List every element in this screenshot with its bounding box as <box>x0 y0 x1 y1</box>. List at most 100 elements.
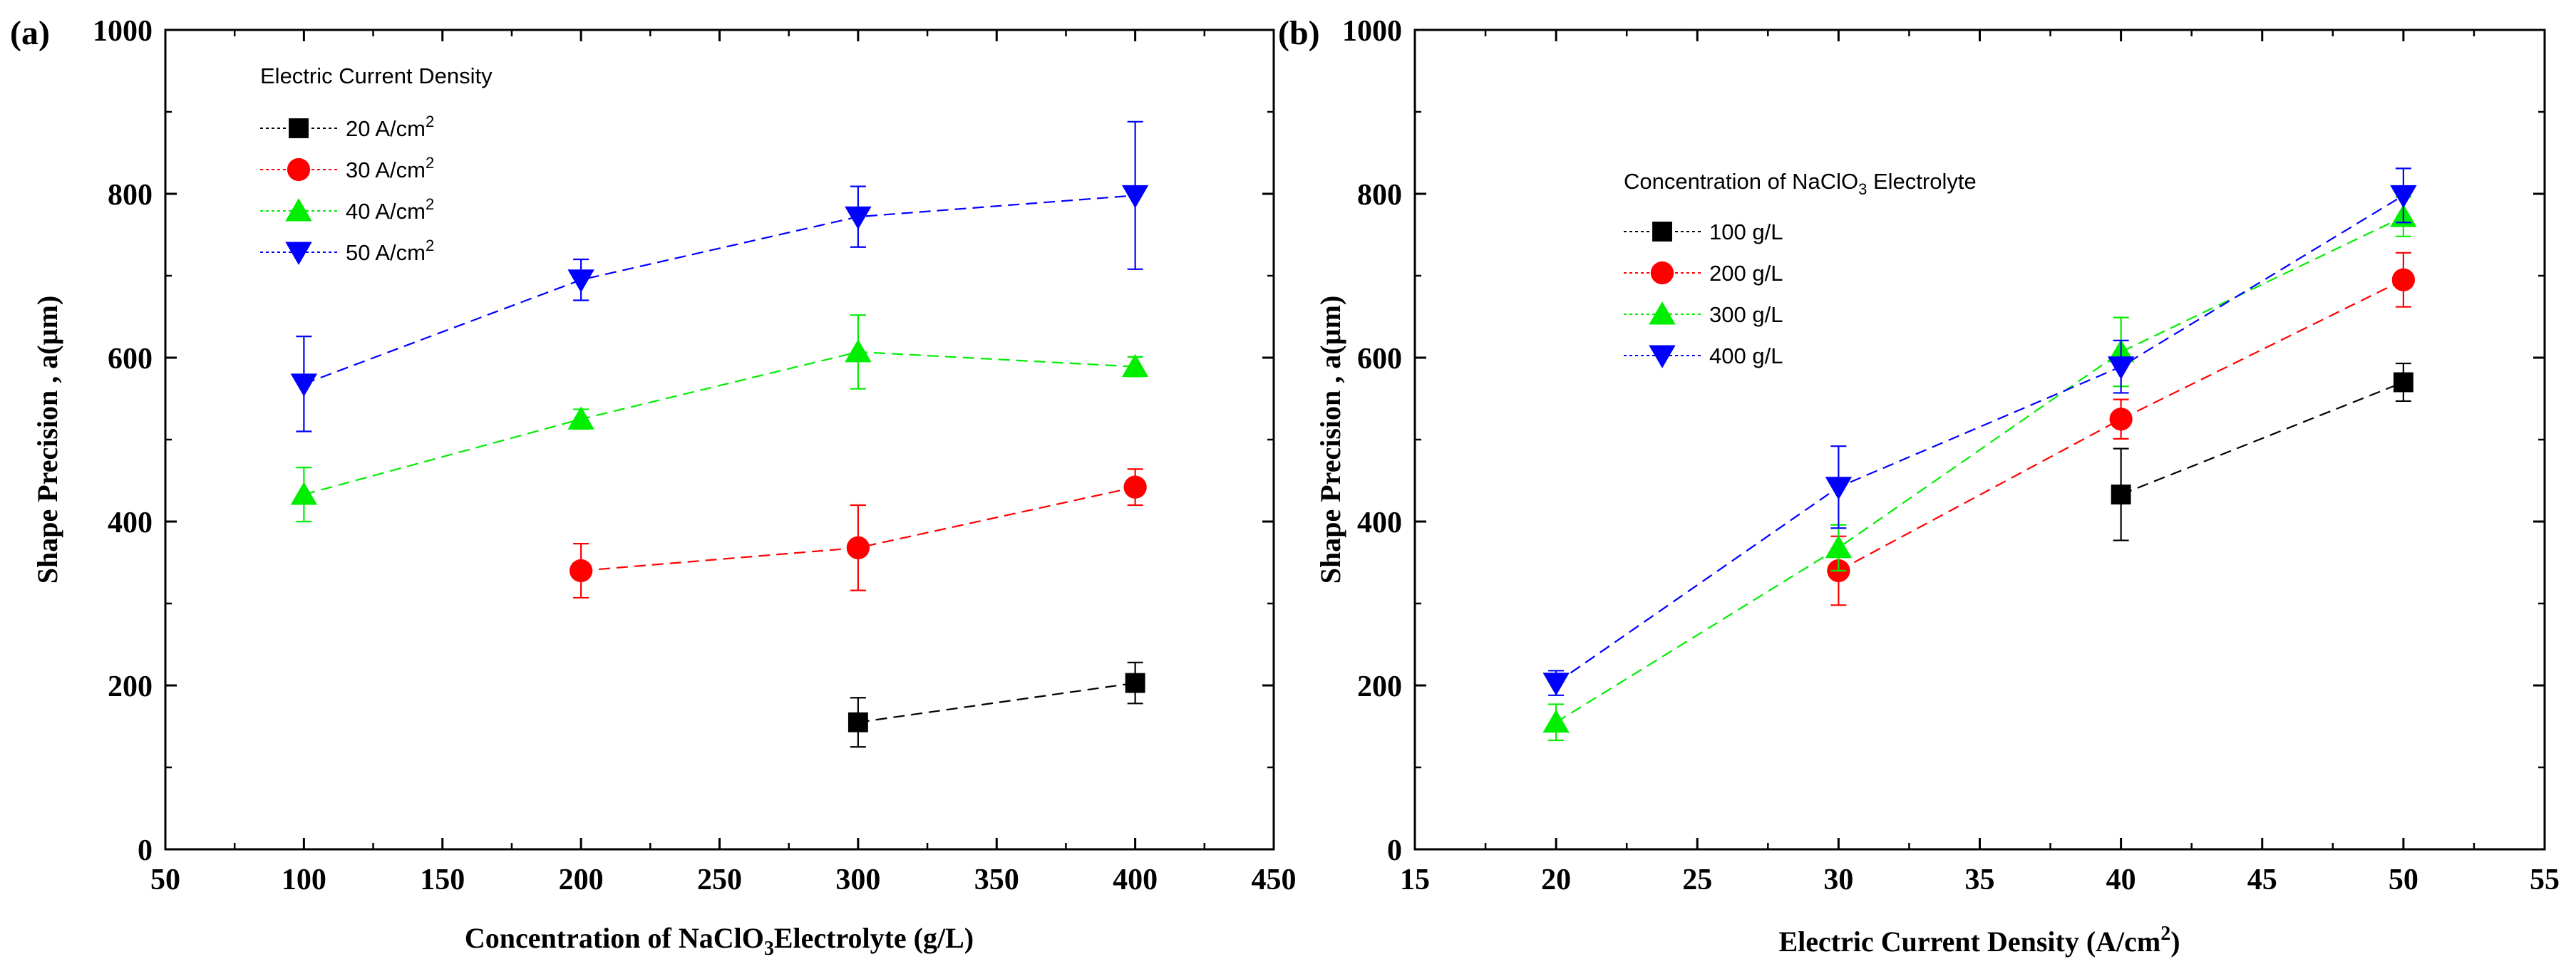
legend-label-sup-a-1: 2 <box>426 154 434 172</box>
x-axis-label-a-sub: 3 <box>764 938 774 960</box>
legend-label-b-0: 100 g/L <box>1709 219 1783 244</box>
data-point-a-2 <box>567 406 594 430</box>
legend-label-main-b-0: 100 g/L <box>1709 219 1783 244</box>
x-axis-label-a-main: Concentration of NaClO <box>465 922 764 954</box>
legend-label-main-a-3: 50 A/cm <box>346 240 426 265</box>
x-tick-label-b: 50 <box>2389 864 2418 896</box>
y-tick-label-a: 200 <box>108 670 153 703</box>
x-axis-label-b: Electric Current Density (A/cm2) <box>1778 923 2180 958</box>
legend-label-main-a-2: 40 A/cm <box>346 199 426 224</box>
x-tick-label-b: 20 <box>1541 864 1571 896</box>
x-tick-label-b: 25 <box>1682 864 1712 896</box>
legend-label-a-1: 30 A/cm2 <box>346 154 434 182</box>
legend-title-main-b: Concentration of NaClO <box>1624 169 1858 194</box>
legend-label-sup-a-0: 2 <box>426 113 434 130</box>
y-tick-label-b: 200 <box>1357 670 1402 703</box>
legend-label-b-2: 300 g/L <box>1709 302 1783 327</box>
x-axis-label-b-main: Electric Current Density (A/cm <box>1778 926 2160 958</box>
axis-ticks-b: 15 20 25 30 35 40 45 50 55 0 200 400 600 800 1000 <box>1342 15 2560 896</box>
series-line-a-0 <box>857 682 1135 723</box>
data-point-a-2 <box>1121 353 1149 378</box>
x-tick-label-a: 350 <box>974 864 1019 896</box>
data-point-a-3 <box>567 269 594 293</box>
data-point-a-0 <box>847 712 868 732</box>
series-a-1 <box>569 468 1147 599</box>
legend-title-end-b: Electrolyte <box>1867 169 1976 194</box>
legend-marker-b-0 <box>1652 222 1672 242</box>
panel-b: 15 20 25 30 35 40 45 50 55 0 200 400 600 800 1000 Conc… <box>1278 14 2560 958</box>
legend-label-a-2: 40 A/cm2 <box>346 195 434 224</box>
x-tick-label-b: 35 <box>1965 864 1995 896</box>
data-point-b-1 <box>2391 268 2416 291</box>
x-tick-label-b: 55 <box>2530 864 2560 896</box>
data-point-a-0 <box>1125 673 1145 693</box>
series-b-1 <box>1827 252 2416 606</box>
legend-label-b-3: 400 g/L <box>1709 343 1783 368</box>
data-point-a-1 <box>846 536 870 559</box>
legend-title-sub-b: 3 <box>1858 180 1867 198</box>
data-point-b-0 <box>2111 485 2131 504</box>
x-tick-label-b: 30 <box>1823 864 1853 896</box>
data-point-b-2 <box>1825 534 1853 559</box>
legend-label-a-3: 50 A/cm2 <box>346 237 434 265</box>
data-point-a-3 <box>845 206 872 230</box>
series-b-3 <box>1542 167 2417 696</box>
data-point-b-3 <box>1542 673 1570 696</box>
y-tick-label-a: 0 <box>138 834 153 867</box>
panel-label-b: (b) <box>1278 14 1320 52</box>
x-tick-label-a: 250 <box>697 864 742 896</box>
y-tick-label-b: 0 <box>1387 834 1402 867</box>
data-point-b-1 <box>2109 408 2133 431</box>
y-tick-label-b: 400 <box>1357 507 1402 539</box>
series-line-b-2 <box>1555 216 2404 723</box>
x-tick-label-a: 300 <box>835 864 880 896</box>
legend-label-main-a-1: 30 A/cm <box>346 157 426 182</box>
legend-b: Concentration of NaClO3 Electrolyte 100 g… <box>1624 169 1977 368</box>
series-b-2 <box>1542 196 2417 742</box>
legend-title-a: Electric Current Density <box>260 63 493 88</box>
y-axis-label-a: Shape Precision , a(µm) <box>31 296 63 584</box>
y-tick-label-b: 1000 <box>1342 15 1402 48</box>
data-point-b-3 <box>2107 356 2135 380</box>
x-tick-label-a: 400 <box>1113 864 1158 896</box>
x-axis-label-a: Concentration of NaClO3Electrolyte (g/L) <box>465 922 974 960</box>
series-group-a <box>290 120 1149 748</box>
legend-label-sup-a-2: 2 <box>426 195 434 213</box>
plot-frame-b <box>1413 29 2546 851</box>
legend-marker-b-2 <box>1649 301 1676 325</box>
legend-marker-b-3 <box>1649 345 1676 368</box>
legend-marker-b-1 <box>1650 261 1674 285</box>
data-point-b-3 <box>2390 185 2417 209</box>
data-point-a-2 <box>845 339 872 363</box>
data-point-b-3 <box>1825 477 1853 500</box>
x-tick-label-b: 45 <box>2247 864 2277 896</box>
legend-label-sup-a-3: 2 <box>426 237 434 254</box>
legend-label-a-0: 20 A/cm2 <box>346 113 434 141</box>
x-tick-label-b: 40 <box>2106 864 2136 896</box>
data-point-a-2 <box>290 482 318 505</box>
x-tick-label-a: 450 <box>1252 864 1297 896</box>
plot-frame-a <box>164 29 1275 851</box>
legend-label-b-1: 200 g/L <box>1709 261 1783 286</box>
series-b-0 <box>2111 362 2413 542</box>
x-axis-label-b-sup: 2 <box>2160 923 2170 945</box>
series-a-3 <box>290 120 1149 432</box>
data-point-b-0 <box>2393 372 2413 393</box>
legend-marker-a-2 <box>285 198 312 222</box>
x-tick-label-b: 15 <box>1400 864 1430 896</box>
legend-label-main-b-3: 400 g/L <box>1709 343 1783 368</box>
y-axis-label-b: Shape Precision , a(µm) <box>1314 296 1346 584</box>
data-point-a-1 <box>569 559 593 583</box>
legend-marker-a-3 <box>285 242 312 265</box>
series-group-b <box>1542 167 2417 742</box>
x-axis-label-a-end: Electrolyte (g/L) <box>774 922 974 954</box>
legend-title-main-a: Electric Current Density <box>260 63 493 88</box>
legend-marker-a-1 <box>287 157 311 182</box>
legend-label-main-b-1: 200 g/L <box>1709 261 1783 286</box>
x-tick-label-a: 100 <box>282 864 326 896</box>
x-tick-label-a: 50 <box>150 864 180 896</box>
data-point-b-2 <box>1542 709 1570 733</box>
data-point-a-3 <box>290 373 318 397</box>
